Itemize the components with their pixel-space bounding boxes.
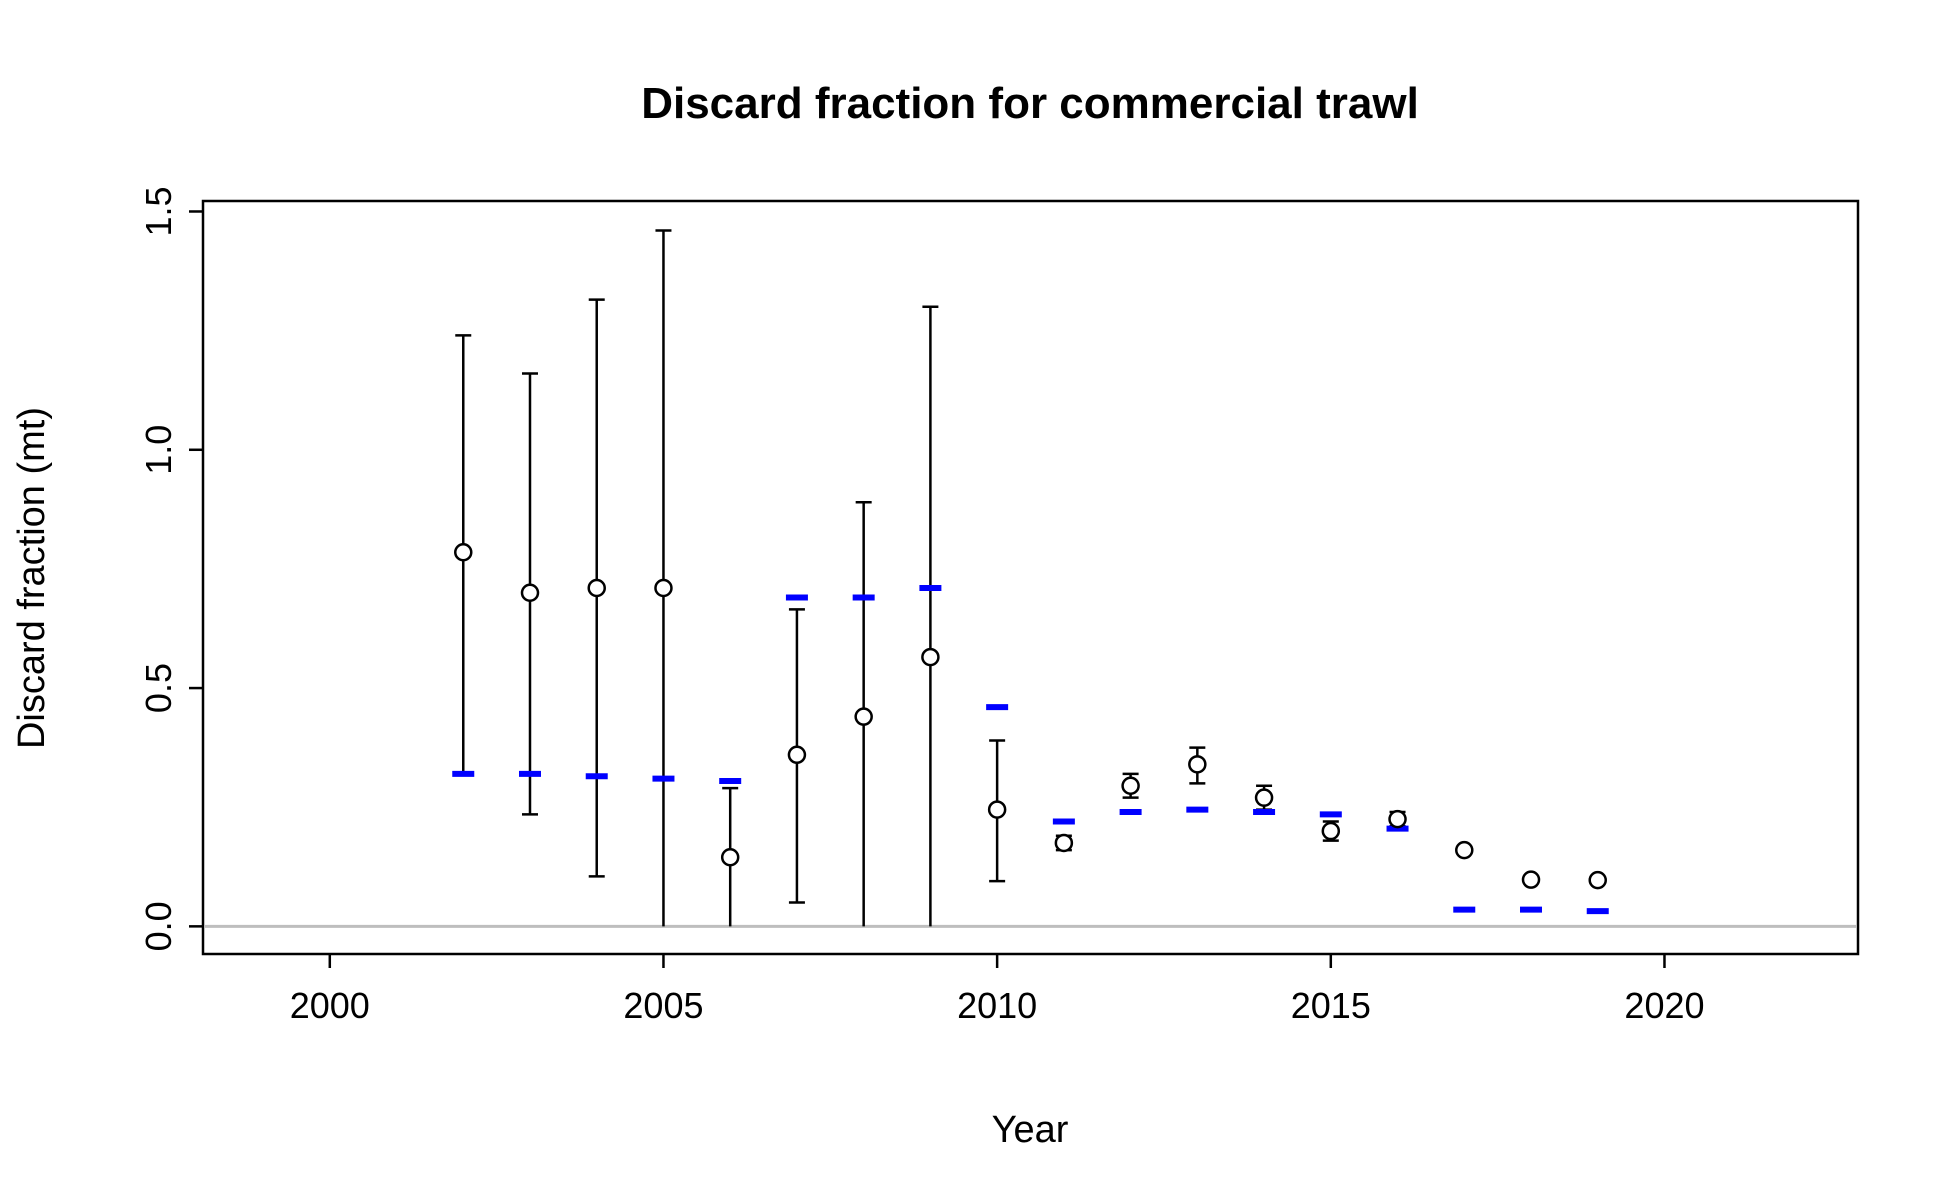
x-tick-label-2015: 2015 — [1291, 985, 1371, 1026]
observed-series — [454, 542, 1607, 890]
observed-point-2017 — [1455, 840, 1474, 860]
observed-point-2008 — [854, 707, 873, 726]
x-tick-label-2010: 2010 — [957, 985, 1037, 1026]
observed-point-2015 — [1321, 821, 1341, 841]
observed-point-2005 — [654, 578, 673, 598]
observed-point-2002 — [454, 542, 473, 562]
x-tick-label-2000: 2000 — [290, 985, 370, 1026]
x-axis: 2000 2005 2010 2015 2020 — [290, 954, 1705, 1026]
observed-point-2016 — [1388, 809, 1407, 829]
x-axis-label: Year — [992, 1109, 1069, 1151]
y-axis-label: Discard fraction (mt) — [11, 407, 53, 749]
x-tick-label-2020: 2020 — [1624, 985, 1704, 1026]
plot-area: 2000 2005 2010 2015 2020 0.0 0.5 1.0 1.5 — [138, 186, 1860, 1026]
error-bars — [455, 229, 1606, 927]
x-tick-label-2005: 2005 — [623, 985, 703, 1026]
observed-point-2003 — [520, 583, 540, 603]
chart-title: Discard fraction for commercial trawl — [641, 79, 1419, 128]
observed-point-2013 — [1188, 755, 1207, 774]
observed-point-2019 — [1588, 870, 1607, 890]
observed-point-2018 — [1521, 870, 1541, 889]
observed-point-2007 — [787, 745, 807, 765]
error-bar-2005 — [655, 229, 672, 927]
observed-point-2010 — [987, 800, 1007, 819]
observed-point-2009 — [921, 647, 940, 667]
y-tick-label-0: 0.0 — [138, 901, 179, 951]
error-bar-2009 — [922, 305, 939, 927]
y-tick-label-3: 1.5 — [138, 186, 179, 236]
observed-point-2011 — [1054, 833, 1074, 853]
observed-point-2014 — [1254, 788, 1274, 807]
expected-series — [452, 584, 1609, 915]
y-tick-label-2: 1.0 — [138, 425, 179, 475]
observed-point-2012 — [1121, 776, 1140, 796]
y-tick-label-1: 0.5 — [138, 663, 179, 713]
plot-frame — [201, 199, 1860, 956]
y-axis: 0.0 0.5 1.0 1.5 — [138, 186, 203, 951]
observed-point-2006 — [720, 848, 740, 867]
observed-point-2004 — [587, 578, 606, 598]
